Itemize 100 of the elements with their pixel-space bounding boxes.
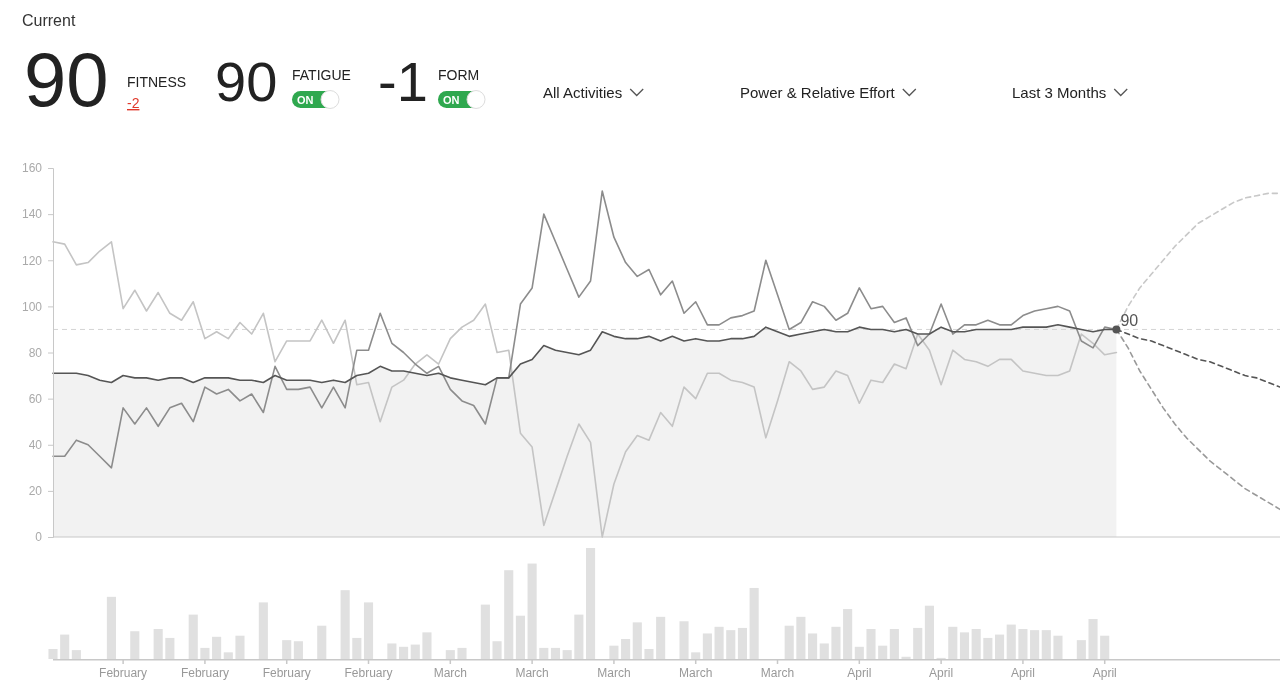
bar — [539, 647, 549, 659]
y-tick-label: 60 — [28, 391, 43, 406]
text: 90 — [215, 50, 278, 113]
text: All Activities — [543, 84, 623, 101]
bar — [679, 621, 689, 659]
bar — [317, 625, 327, 659]
bar — [71, 650, 81, 659]
x-tick-label: February — [262, 666, 311, 680]
annotation: 90 — [1120, 312, 1139, 330]
bar — [702, 633, 712, 659]
x-tick-label: February — [180, 666, 229, 680]
bar — [457, 647, 467, 659]
bar — [831, 626, 841, 659]
bar — [562, 650, 572, 659]
bar — [1041, 630, 1051, 659]
bar — [796, 616, 806, 659]
bar — [422, 632, 432, 659]
bar — [632, 622, 642, 659]
bar — [924, 605, 934, 659]
bar — [913, 627, 923, 659]
bar — [784, 625, 794, 659]
bar — [621, 639, 631, 659]
bar — [1100, 635, 1110, 659]
y-tick-label: 80 — [28, 345, 43, 360]
bar — [843, 609, 853, 659]
bar — [445, 650, 455, 659]
bar — [971, 629, 981, 659]
bar — [527, 563, 537, 659]
bar — [644, 649, 654, 659]
y-tick-label: 100 — [21, 299, 43, 314]
bar — [737, 627, 748, 659]
x-tick-label: April — [929, 666, 954, 680]
bar — [749, 587, 759, 659]
x-tick-label: April — [847, 666, 872, 680]
bar — [363, 602, 374, 659]
y-tick-label: 0 — [35, 530, 43, 545]
x-tick-label: March — [515, 666, 549, 680]
x-tick-label: March — [679, 666, 713, 680]
bar — [399, 646, 409, 659]
bar — [819, 643, 829, 659]
text: Power & Relative Effort — [740, 84, 896, 101]
bar — [48, 649, 58, 659]
bar — [410, 644, 420, 659]
text: Last 3 Months — [1012, 84, 1107, 101]
x-tick-label: February — [99, 666, 148, 680]
bar — [574, 614, 584, 659]
bar — [212, 636, 222, 659]
bar — [866, 629, 876, 659]
bar — [983, 637, 993, 659]
bar — [165, 637, 175, 659]
x-tick-label: March — [433, 666, 467, 680]
bar — [1088, 619, 1098, 659]
bar — [948, 626, 958, 659]
bar — [235, 635, 245, 659]
bar — [223, 652, 233, 659]
bar — [258, 602, 268, 659]
bar — [153, 629, 163, 659]
bar — [60, 634, 70, 659]
y-tick-label: 40 — [28, 438, 43, 453]
text: 90 — [24, 37, 109, 122]
bar — [994, 634, 1005, 659]
bar — [878, 645, 888, 659]
x-tick-label: March — [760, 666, 795, 680]
bar — [188, 614, 198, 659]
bar — [1006, 624, 1016, 659]
bar — [1053, 635, 1063, 659]
bar — [714, 626, 724, 659]
bar — [130, 631, 140, 659]
bar — [352, 637, 362, 659]
text: ON — [443, 94, 460, 106]
bar — [106, 596, 116, 659]
text: -2 — [127, 95, 140, 111]
bar — [282, 640, 292, 659]
text: Current — [22, 12, 76, 29]
bar — [609, 645, 619, 659]
bar — [808, 633, 818, 659]
bar — [585, 548, 596, 659]
bar — [889, 629, 899, 659]
bar — [959, 632, 970, 659]
bar — [1030, 630, 1040, 659]
bar — [691, 652, 701, 659]
x-tick-label: April — [1092, 666, 1117, 680]
x-tick-label: April — [1010, 666, 1035, 680]
bar — [480, 604, 490, 659]
y-tick-label: 160 — [21, 161, 43, 176]
bar — [550, 647, 561, 659]
bar — [515, 615, 525, 659]
bar — [387, 643, 397, 659]
bar — [1076, 640, 1086, 659]
bar — [293, 641, 303, 659]
bar — [504, 570, 514, 659]
text: FATIGUE — [292, 67, 351, 83]
y-tick-label: 20 — [28, 484, 43, 499]
x-tick-label: February — [344, 666, 393, 680]
bar — [726, 630, 736, 659]
bar — [854, 646, 864, 659]
text: FITNESS — [127, 74, 187, 90]
text: ON — [297, 94, 314, 106]
text: -1 — [378, 50, 428, 113]
bar — [1018, 629, 1028, 659]
